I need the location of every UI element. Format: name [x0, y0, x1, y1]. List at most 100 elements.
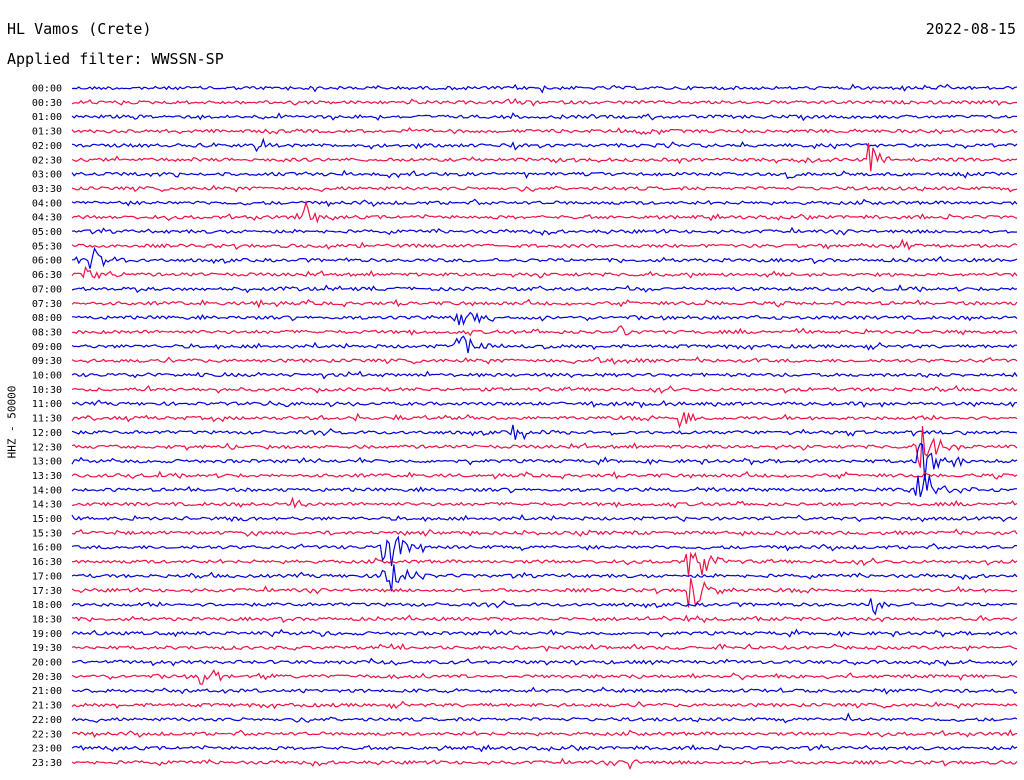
time-label: 16:00 [32, 543, 62, 554]
time-label: 12:00 [32, 428, 62, 439]
time-label: 08:30 [32, 327, 62, 338]
seismic-trace [71, 112, 1018, 122]
time-label: 12:30 [32, 442, 62, 453]
seismic-trace [71, 700, 1018, 710]
seismic-trace [71, 335, 1017, 354]
seismic-trace [71, 184, 1018, 193]
seismic-trace [71, 728, 1018, 738]
time-label: 04:30 [32, 213, 62, 224]
seismic-trace [71, 598, 1018, 616]
seismic-trace [71, 578, 1018, 608]
seismic-trace [71, 528, 1018, 537]
time-label: 22:30 [32, 729, 62, 740]
seismic-trace [71, 470, 1018, 480]
time-label: 14:00 [32, 485, 62, 496]
time-label: 02:30 [32, 155, 62, 166]
seismic-trace [71, 83, 1018, 94]
time-label: 23:30 [32, 758, 62, 769]
time-label: 20:00 [32, 658, 62, 669]
time-label: 14:30 [32, 500, 62, 511]
seismic-trace [71, 142, 1018, 172]
time-label: 02:00 [32, 141, 62, 152]
time-label: 17:30 [32, 586, 62, 597]
seismic-trace [71, 284, 1018, 294]
seismic-trace [71, 743, 1018, 753]
seismic-trace [71, 496, 1018, 509]
seismic-trace [71, 370, 1018, 380]
seismic-trace [71, 325, 1018, 337]
seismic-trace [71, 564, 1018, 592]
time-label: 21:00 [32, 686, 62, 697]
time-label: 11:00 [32, 399, 62, 410]
seismic-trace [71, 238, 1018, 251]
seismic-trace [71, 614, 1018, 624]
time-label: 23:00 [32, 744, 62, 755]
time-label: 18:00 [32, 600, 62, 611]
time-label: 18:30 [32, 614, 62, 625]
time-label: 16:30 [32, 557, 62, 568]
seismic-trace [71, 757, 1018, 771]
time-label: 11:30 [32, 414, 62, 425]
time-label: 13:00 [32, 457, 62, 468]
time-label: 01:00 [32, 112, 62, 123]
seismic-trace [71, 669, 1018, 685]
time-label: 07:30 [32, 299, 62, 310]
seismic-trace [71, 298, 1018, 309]
time-label: 22:00 [32, 715, 62, 726]
seismic-trace [71, 265, 1018, 280]
time-label: 09:00 [32, 342, 62, 353]
seismic-trace [72, 551, 1018, 577]
seismic-trace [71, 226, 1018, 236]
seismic-trace [71, 411, 1018, 429]
time-label: 05:00 [32, 227, 62, 238]
time-label: 10:00 [32, 371, 62, 382]
seismic-trace [72, 311, 1018, 327]
time-label: 19:00 [32, 629, 62, 640]
time-label: 10:30 [32, 385, 62, 396]
seismic-trace [71, 198, 1018, 208]
seismic-trace [71, 686, 1018, 695]
date-label: 2022-08-15 [925, 20, 1016, 38]
seismic-trace [71, 712, 1018, 724]
time-label: 20:30 [32, 672, 62, 683]
time-label: 00:00 [32, 84, 62, 95]
seismic-trace [71, 127, 1018, 136]
seismic-trace [71, 399, 1017, 409]
time-label: 04:00 [32, 198, 62, 209]
seismic-trace [71, 535, 1017, 567]
seismic-trace [71, 513, 1018, 523]
time-label: 03:00 [32, 170, 62, 181]
seismic-trace [71, 137, 1018, 153]
seismic-trace [71, 200, 1018, 224]
time-label: 08:00 [32, 313, 62, 324]
time-label: 01:30 [32, 127, 62, 138]
time-label: 19:30 [32, 643, 62, 654]
time-label: 09:30 [32, 356, 62, 367]
time-label: 00:30 [32, 98, 62, 109]
seismic-trace [71, 356, 1018, 365]
seismic-trace [71, 474, 1018, 497]
seismic-trace [71, 169, 1018, 179]
seismic-trace [71, 426, 1018, 468]
station-title: HL Vamos (Crete) [7, 20, 152, 38]
time-label: 21:30 [32, 701, 62, 712]
seismic-trace [71, 642, 1018, 653]
seismic-trace [71, 442, 1018, 481]
time-label: 13:30 [32, 471, 62, 482]
seismic-trace [71, 657, 1018, 667]
filter-label: Applied filter: WWSSN-SP [7, 50, 224, 68]
time-label: 06:00 [32, 256, 62, 267]
seismic-trace [71, 97, 1017, 107]
seismic-trace [71, 424, 1018, 441]
time-label: 17:00 [32, 571, 62, 582]
time-label: 15:30 [32, 528, 62, 539]
time-label: 06:30 [32, 270, 62, 281]
time-label: 15:00 [32, 514, 62, 525]
time-label: 05:30 [32, 241, 62, 252]
seismic-trace [71, 384, 1018, 394]
seismic-trace [71, 628, 1018, 638]
seismic-trace [72, 246, 1018, 269]
time-label: 03:30 [32, 184, 62, 195]
time-label: 07:00 [32, 284, 62, 295]
